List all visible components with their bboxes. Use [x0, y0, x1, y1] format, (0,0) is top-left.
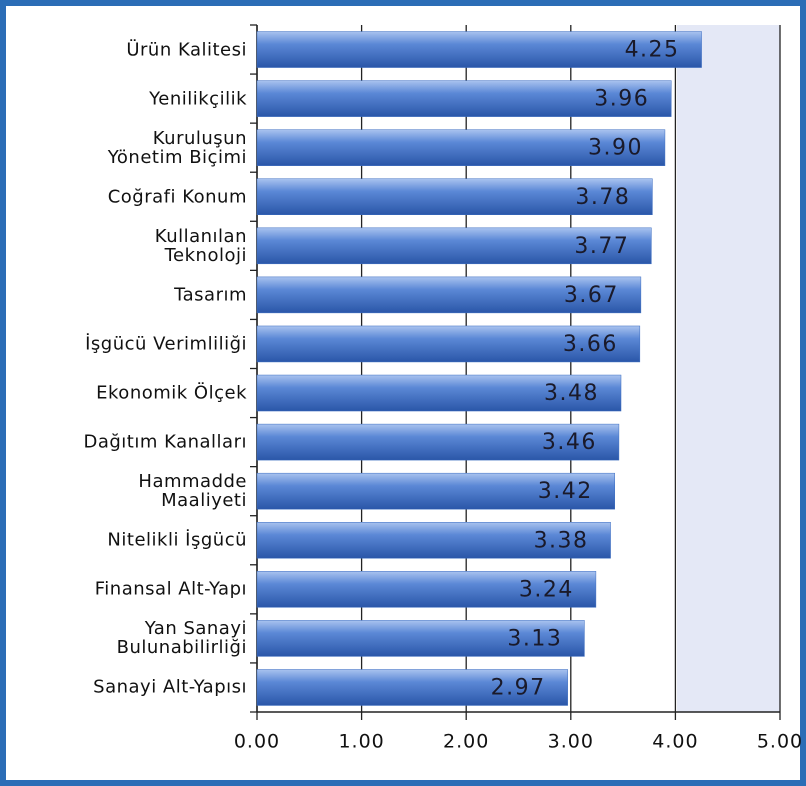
category-label: Kullanılan Teknoloji	[154, 225, 247, 266]
category-label: Hammadde Maaliyeti	[138, 471, 247, 512]
value-label: 3.48	[544, 381, 599, 406]
x-tick-label: 2.00	[443, 731, 489, 753]
bar	[256, 620, 585, 657]
value-label: 2.97	[491, 675, 546, 700]
category-label: Kuruluşun Yönetim Biçimi	[107, 127, 247, 168]
x-tick-label: 1.00	[338, 731, 384, 753]
category-label: Dağıtım Kanalları	[83, 431, 247, 453]
x-tick-label: 3.00	[548, 731, 594, 753]
value-label: 3.77	[574, 234, 629, 259]
value-label: 3.67	[564, 283, 619, 308]
category-label: Sanayi Alt-Yapısı	[93, 676, 247, 698]
bar	[256, 423, 620, 461]
bar	[256, 178, 653, 215]
bar	[256, 571, 597, 608]
x-tick-label: 0.00	[234, 731, 280, 753]
category-label: Coğrafi Konum	[107, 186, 247, 208]
bar	[256, 472, 615, 510]
value-label: 3.46	[542, 430, 597, 455]
category-label: Finansal Alt-Yapı	[94, 578, 247, 600]
value-label: 3.66	[563, 332, 618, 357]
bar	[256, 669, 568, 706]
category-label: İşgücü Verimliliği	[85, 333, 247, 355]
category-label: Ekonomik Ölçek	[96, 382, 247, 404]
value-label: 4.25	[625, 38, 680, 63]
bar	[256, 325, 641, 363]
category-label: Yan Sanayi Bulunabilirliği	[116, 618, 247, 659]
value-label: 3.38	[534, 528, 589, 553]
category-label: Tasarım	[174, 284, 247, 306]
value-label: 3.78	[575, 185, 630, 210]
bar	[256, 31, 702, 68]
value-label: 3.13	[507, 626, 562, 651]
value-label: 3.96	[594, 87, 649, 112]
bar	[256, 522, 611, 559]
category-label: Nitelikli İşgücü	[107, 529, 247, 551]
bar	[256, 227, 652, 265]
value-label: 3.42	[538, 479, 593, 504]
x-tick-label: 5.00	[757, 731, 803, 753]
category-label: Yenilikçilik	[149, 88, 247, 110]
plot-background	[677, 25, 780, 712]
value-label: 3.24	[519, 577, 574, 602]
value-label: 3.90	[588, 136, 643, 161]
bar	[256, 129, 666, 166]
bar	[256, 374, 622, 412]
category-label: Ürün Kalitesi	[126, 39, 247, 61]
bar	[256, 276, 642, 314]
x-tick-label: 4.00	[652, 731, 698, 753]
bar	[256, 80, 672, 117]
